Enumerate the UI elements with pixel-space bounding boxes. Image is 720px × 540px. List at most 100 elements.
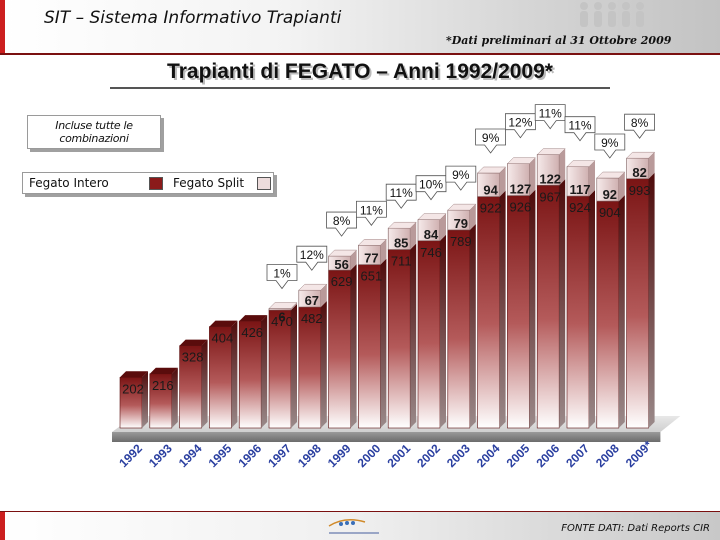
header-accent-stripe — [0, 0, 5, 54]
value-label-intero: 651 — [361, 269, 383, 284]
percent-label: 12% — [508, 116, 532, 130]
value-label-intero: 328 — [182, 350, 204, 365]
bar-intero — [358, 264, 381, 429]
bar-split-top — [387, 222, 417, 229]
bar-split-top — [268, 302, 298, 309]
value-label-split: 122 — [539, 171, 561, 186]
note-box: Incluse tutte le combinazioni — [27, 115, 161, 149]
value-label-split: 94 — [483, 183, 498, 198]
x-tick-label: 2009* — [623, 438, 655, 470]
bar-split-side — [618, 172, 625, 202]
bar-intero — [477, 196, 500, 429]
percent-callout — [475, 128, 506, 154]
bar-split-side — [469, 204, 476, 230]
bar-intero-top — [209, 320, 238, 327]
bar-intero-side — [559, 179, 566, 428]
bar-intero-side — [171, 367, 178, 428]
x-tick-label: 2006 — [533, 441, 562, 470]
x-tick-label: 2008 — [593, 441, 622, 470]
bar-intero-side — [350, 264, 357, 428]
legend-label-split: Fegato Split — [173, 176, 245, 190]
bar-split-side — [648, 152, 655, 179]
value-label-intero: 629 — [331, 274, 353, 289]
legend-swatch-split — [257, 177, 271, 190]
percent-callout — [564, 116, 596, 142]
x-tick-label: 2003 — [444, 441, 473, 470]
value-label-split: 84 — [424, 227, 439, 242]
value-label-intero: 993 — [629, 183, 651, 198]
bar-intero-side — [410, 243, 417, 428]
bar-intero — [387, 249, 411, 429]
footer-divider — [0, 511, 720, 512]
bar-split-top — [417, 213, 447, 220]
bar-split-top — [506, 157, 536, 164]
value-label-intero: 202 — [122, 381, 144, 396]
value-label-intero: 789 — [450, 234, 472, 249]
x-tick-label: 1996 — [235, 441, 264, 470]
bar-split-top — [566, 160, 596, 167]
bar-intero — [328, 269, 351, 429]
bar-split-side — [380, 239, 387, 265]
bar-intero-side — [469, 223, 476, 428]
percent-label: 9% — [452, 168, 470, 182]
percent-callout — [296, 245, 328, 271]
x-tick-label: 1997 — [265, 441, 294, 470]
value-label-split: 56 — [334, 257, 348, 272]
value-label-intero: 711 — [391, 254, 412, 269]
bar-intero-side — [201, 339, 208, 428]
percent-label: 9% — [601, 136, 619, 150]
x-tick-label: 2000 — [355, 441, 384, 470]
value-label-intero: 470 — [271, 314, 293, 329]
bar-split-side — [559, 148, 566, 186]
bar-intero-side — [440, 234, 446, 428]
value-label-split: 117 — [570, 182, 591, 197]
x-tick-label: 2004 — [474, 441, 503, 470]
percent-label: 11% — [539, 107, 562, 121]
bar-intero-side — [261, 315, 268, 428]
x-tick-label: 1993 — [146, 441, 175, 470]
bar-split-side — [499, 166, 506, 197]
x-tick-label: 2007 — [563, 441, 592, 470]
percent-label: 8% — [631, 116, 649, 130]
bar-split-top — [357, 239, 387, 246]
value-label-split: 6 — [278, 310, 285, 325]
header-note: *Dati preliminari al 31 Ottobre 2009 — [446, 34, 672, 47]
chart-floor-front — [112, 432, 661, 442]
percent-label: 11% — [360, 203, 383, 217]
footer-accent-stripe — [0, 512, 5, 540]
value-label-split: 85 — [394, 236, 408, 251]
percent-callout — [445, 165, 477, 191]
footer-bar — [0, 512, 720, 540]
value-label-intero: 904 — [599, 205, 621, 220]
bar-intero — [536, 184, 560, 429]
bar-intero — [626, 178, 649, 429]
value-label-intero: 922 — [480, 201, 502, 216]
bar-intero-side — [291, 304, 297, 428]
bar-split-top — [298, 284, 328, 291]
percent-label: 11% — [390, 186, 413, 200]
header-title: SIT – Sistema Informativo Trapianti — [44, 8, 342, 28]
bar-intero-side — [142, 371, 148, 428]
bar-intero-top — [179, 339, 208, 346]
bar-intero — [417, 240, 441, 429]
percent-label: 10% — [419, 178, 443, 192]
value-label-split: 127 — [510, 182, 532, 197]
bar-split-top — [477, 166, 507, 174]
bar-intero — [596, 200, 620, 429]
x-tick-label: 1994 — [176, 441, 205, 470]
value-label-split: 92 — [603, 187, 617, 202]
percent-label: 11% — [568, 119, 591, 133]
bar-intero-side — [320, 301, 327, 428]
value-label-split: 67 — [305, 293, 319, 308]
chart-legend: Fegato Intero Fegato Split — [22, 172, 274, 194]
value-label-intero: 482 — [301, 311, 323, 326]
cnt-logo-icon — [328, 519, 379, 534]
bar-split-side — [529, 157, 536, 196]
bar-split-side — [291, 302, 297, 311]
legend-label-intero: Fegato Intero — [29, 176, 109, 190]
value-label-split: 82 — [632, 165, 646, 180]
percent-callout — [266, 264, 298, 290]
bar-intero-top — [239, 315, 268, 322]
bar-intero-top — [120, 371, 148, 378]
x-tick-label: 1995 — [206, 441, 235, 470]
